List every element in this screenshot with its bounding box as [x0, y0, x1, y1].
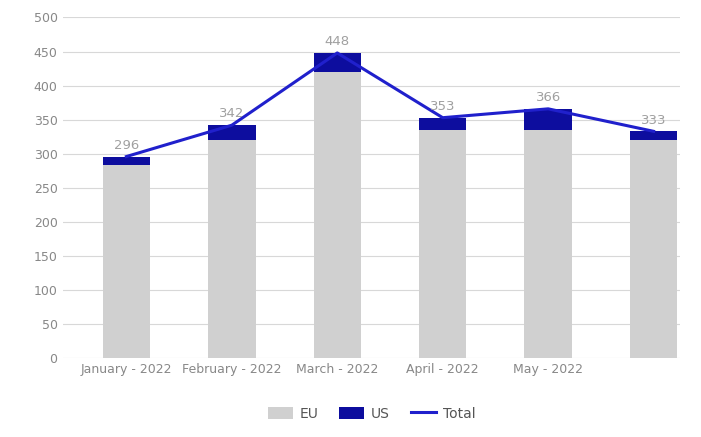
Text: 353: 353 — [430, 100, 456, 113]
Bar — [313, 53, 361, 72]
Text: 333: 333 — [641, 114, 667, 127]
Bar — [313, 72, 361, 358]
Bar — [102, 156, 150, 165]
Bar — [630, 140, 677, 358]
Text: 296: 296 — [114, 139, 139, 152]
Text: 366: 366 — [536, 91, 561, 104]
Bar — [630, 132, 677, 140]
Legend: EU, US, Total: EU, US, Total — [262, 401, 481, 427]
Bar — [419, 130, 466, 358]
Bar — [524, 130, 572, 358]
Bar — [208, 140, 256, 358]
Bar — [208, 125, 256, 140]
Bar — [102, 165, 150, 358]
Bar — [419, 118, 466, 130]
Text: 448: 448 — [325, 35, 350, 48]
Text: 342: 342 — [219, 108, 245, 121]
Bar — [524, 109, 572, 130]
